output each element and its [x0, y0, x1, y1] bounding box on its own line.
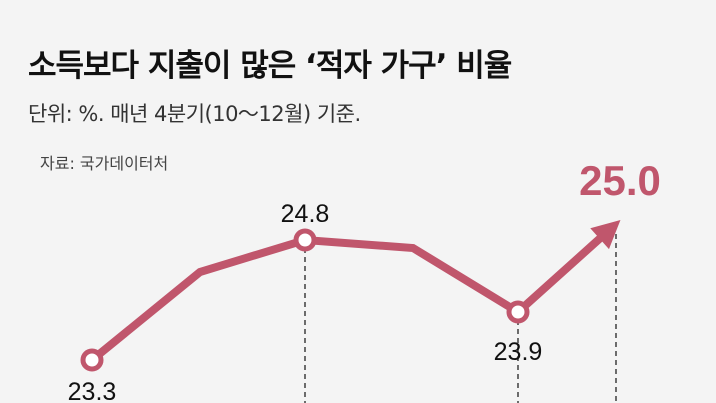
data-point [506, 300, 530, 324]
data-point [80, 348, 104, 372]
chart-source: 자료: 국가데이터처 [40, 154, 169, 173]
arrow-head-icon [590, 219, 621, 250]
data-label: 24.8 [281, 200, 330, 228]
series-line [89, 233, 606, 364]
data-label: 23.9 [494, 338, 543, 366]
data-label-highlight: 25.0 [579, 157, 661, 204]
data-point [293, 228, 317, 252]
chart-subtitle: 단위: %. 매년 4분기(10～12월) 기준. [28, 102, 361, 126]
data-label: 23.3 [68, 378, 117, 403]
chart-title: 소득보다 지출이 많은 ‘적자 가구’ 비율 [28, 48, 512, 84]
